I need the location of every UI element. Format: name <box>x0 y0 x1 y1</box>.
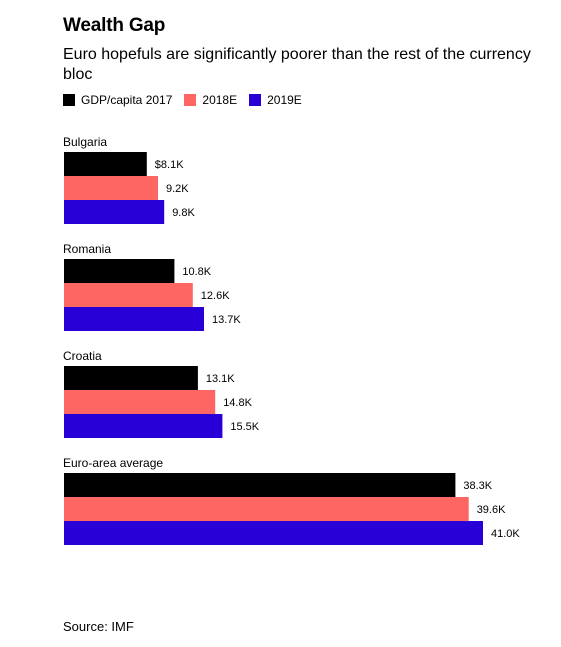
bar-bulgaria-gdp-capita-2017 <box>64 152 147 176</box>
value-label-bulgaria-2018e: 9.2K <box>166 183 189 195</box>
bar-romania-gdp-capita-2017 <box>64 259 175 283</box>
category-label-croatia: Croatia <box>63 349 102 363</box>
legend-swatch-2018e <box>184 94 197 106</box>
value-label-croatia-2019e: 15.5K <box>230 421 259 433</box>
value-label-bulgaria-2019e: 9.8K <box>172 207 195 219</box>
category-label-bulgaria: Bulgaria <box>63 135 107 149</box>
value-label-euro-area-average-2019e: 41.0K <box>491 528 520 540</box>
value-label-romania-2018e: 12.6K <box>201 290 230 302</box>
bar-romania-2019e <box>64 307 204 331</box>
legend-label-2019e: 2019E <box>267 93 302 107</box>
legend-label-gdp-2017: GDP/capita 2017 <box>81 93 173 107</box>
legend-label-2018e: 2018E <box>202 93 238 107</box>
legend-swatch-2019e <box>249 94 262 106</box>
value-label-romania-2019e: 13.7K <box>212 314 241 326</box>
legend-item-2018e: 2018E <box>184 93 237 107</box>
bar-romania-2018e <box>64 283 193 307</box>
value-label-romania-gdp-capita-2017: 10.8K <box>182 266 211 278</box>
value-label-euro-area-average-gdp-capita-2017: 38.3K <box>463 480 492 492</box>
legend-item-gdp-2017: GDP/capita 2017 <box>63 93 172 107</box>
bar-euro-area-average-2019e <box>64 521 483 545</box>
value-label-euro-area-average-2018e: 39.6K <box>477 504 506 516</box>
value-label-croatia-gdp-capita-2017: 13.1K <box>206 373 235 385</box>
chart-title: Wealth Gap <box>63 15 166 36</box>
chart-legend: GDP/capita 2017 2018E 2019E <box>63 93 314 107</box>
bar-bulgaria-2019e <box>64 200 165 224</box>
source-note: Source: IMF <box>63 619 134 634</box>
legend-swatch-gdp-2017 <box>63 94 75 106</box>
category-label-romania: Romania <box>63 242 111 256</box>
value-label-bulgaria-gdp-capita-2017: $8.1K <box>155 159 184 171</box>
bar-croatia-gdp-capita-2017 <box>64 366 198 390</box>
chart-subtitle: Euro hopefuls are significantly poorer t… <box>63 46 531 83</box>
legend-item-2019e: 2019E <box>249 93 302 107</box>
bar-euro-area-average-gdp-capita-2017 <box>64 473 456 497</box>
bar-bulgaria-2018e <box>64 176 158 200</box>
bar-croatia-2018e <box>64 390 216 414</box>
bar-chart: Bulgaria $8.1K 9.2K 9.8K Romania 10.8K 12.6K 13… <box>63 135 520 545</box>
bar-croatia-2019e <box>64 414 223 438</box>
bar-euro-area-average-2018e <box>64 497 469 521</box>
value-label-croatia-2018e: 14.8K <box>223 397 252 409</box>
category-label-euro-area-average: Euro-area average <box>63 456 163 470</box>
